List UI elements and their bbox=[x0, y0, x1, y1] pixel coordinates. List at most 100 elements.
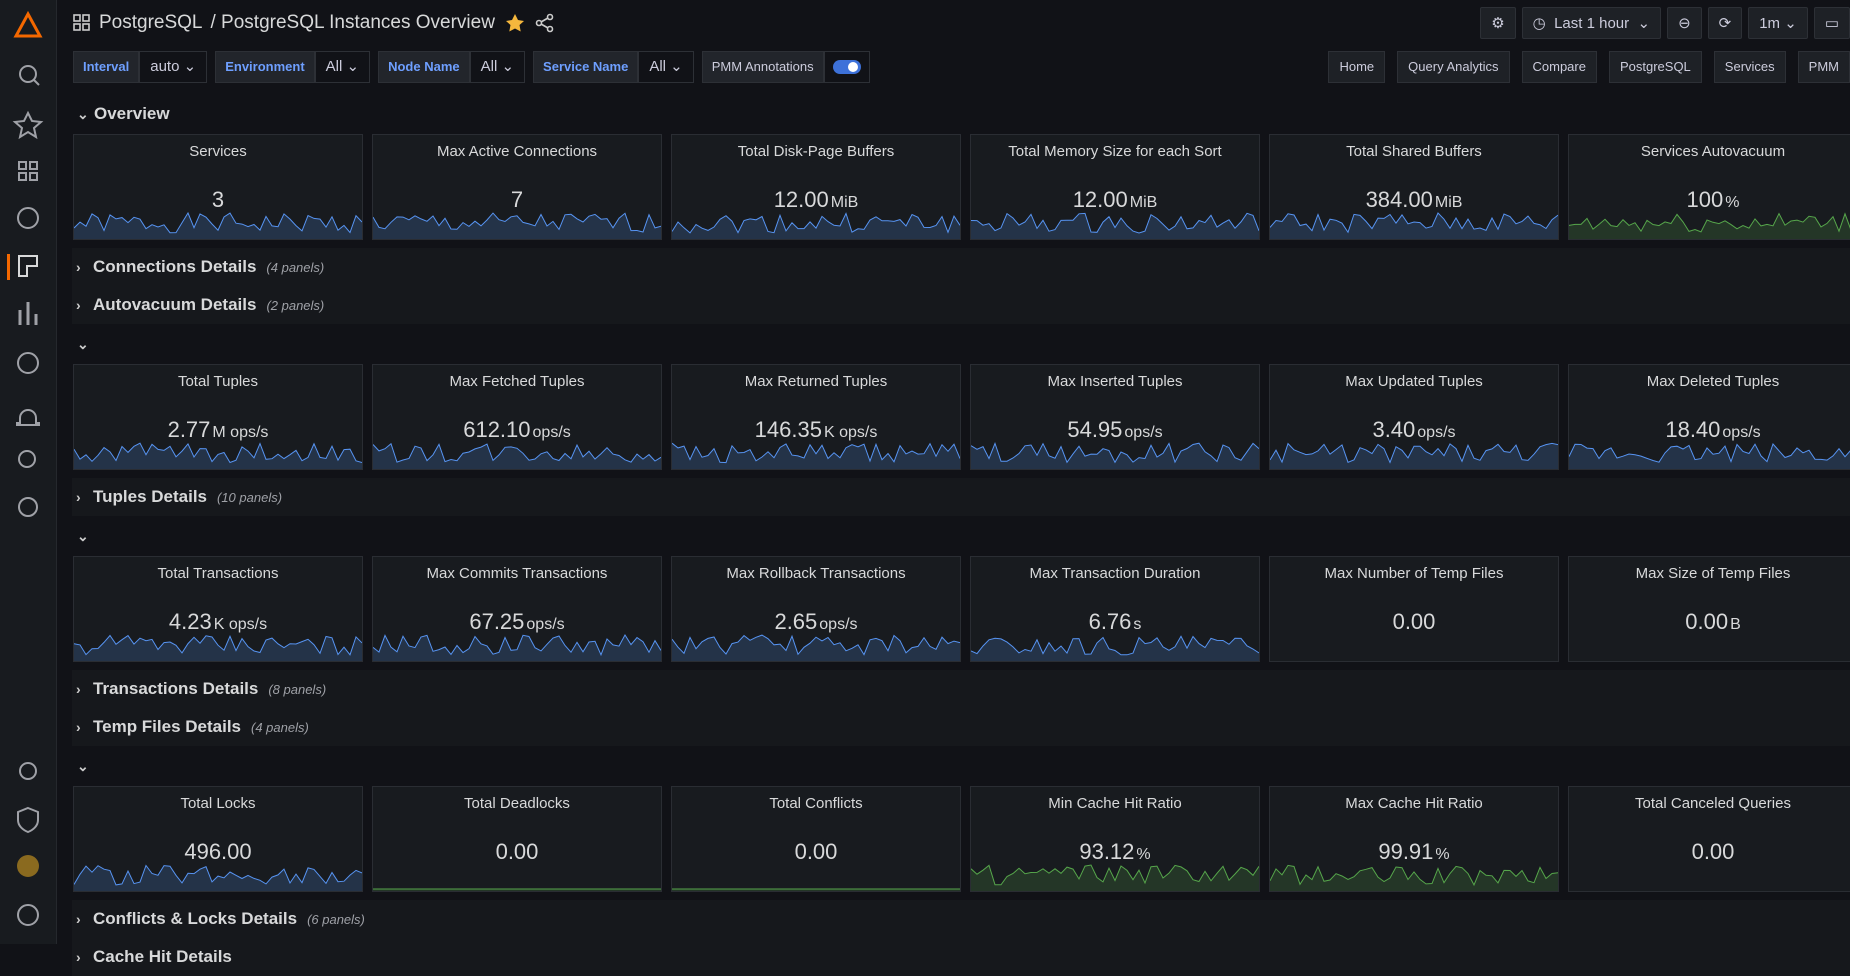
row-header[interactable]: ⌄ bbox=[73, 516, 1850, 556]
dashboard-link[interactable]: PostgreSQL bbox=[1608, 51, 1702, 83]
row-panel-count: (4 panels) bbox=[266, 259, 325, 275]
row-header[interactable]: ⌄ Overview bbox=[73, 94, 1850, 134]
row-header[interactable]: › Tuples Details (10 panels) bbox=[72, 478, 1850, 516]
panel-title: Total Locks bbox=[180, 795, 256, 812]
dashboard-link[interactable]: Compare bbox=[1521, 51, 1597, 83]
stat-unit: ops/s bbox=[1417, 424, 1456, 441]
stat-unit: % bbox=[1725, 194, 1740, 211]
sparkline-area bbox=[74, 213, 362, 239]
stat-number: 0.00 bbox=[1392, 609, 1436, 634]
sparkline bbox=[971, 635, 1259, 661]
stat-value: 2.77 M ops/s bbox=[74, 417, 362, 443]
row-header[interactable]: › Transactions Details (8 panels) bbox=[72, 670, 1850, 708]
stat-value: 4.23 K ops/s bbox=[74, 609, 362, 635]
row-title: Cache Hit Details bbox=[93, 947, 232, 966]
variable-select[interactable]: auto ⌄ bbox=[139, 51, 208, 83]
refresh-button[interactable]: ⟳ bbox=[1707, 7, 1743, 39]
panel-title: Total Memory Size for each Sort bbox=[1008, 143, 1222, 160]
row-chevron: ⌄ bbox=[77, 105, 89, 122]
row-chevron: ⌄ bbox=[77, 335, 89, 352]
stat-unit: MiB bbox=[1434, 194, 1463, 211]
stat-unit: ops/s bbox=[1124, 424, 1163, 441]
sparkline-line bbox=[971, 864, 1259, 886]
panel-title: Services Autovacuum bbox=[1640, 143, 1786, 160]
stat-value: 146.35 K ops/s bbox=[672, 417, 960, 443]
variable-value: All bbox=[649, 58, 666, 75]
panel-title: Max Number of Temp Files bbox=[1324, 565, 1504, 582]
panel-title: Total Deadlocks bbox=[464, 795, 570, 812]
sparkline-area bbox=[1569, 213, 1850, 239]
sparkline bbox=[672, 442, 960, 469]
sparkline-line bbox=[1270, 442, 1558, 464]
stat-number: 18.40 bbox=[1665, 417, 1721, 442]
panel-title: Max Active Connections bbox=[436, 143, 598, 160]
panel-title: Max Deleted Tuples bbox=[1646, 373, 1780, 390]
refresh-value: 1m bbox=[1759, 14, 1781, 32]
row-chevron: › bbox=[76, 719, 81, 735]
stat-value: 7 bbox=[373, 187, 661, 213]
dashboard-link[interactable]: PMM bbox=[1797, 51, 1850, 83]
share-button[interactable] bbox=[535, 13, 555, 33]
stat-value: 3 bbox=[74, 187, 362, 213]
sparkline bbox=[373, 212, 661, 239]
dashboard-link[interactable]: Home bbox=[1328, 51, 1386, 83]
stat-panel: Max Active Connections 7 bbox=[372, 134, 662, 240]
row-title: Temp Files Details bbox=[93, 717, 242, 736]
sparkline-line bbox=[74, 442, 362, 464]
stat-unit: MiB bbox=[1129, 194, 1158, 211]
row-title: Conflicts & Locks Details bbox=[93, 909, 298, 928]
row-chevron: › bbox=[76, 489, 81, 505]
row-header[interactable]: › Autovacuum Details (2 panels) bbox=[72, 286, 1850, 324]
star-button[interactable] bbox=[505, 13, 525, 33]
row-header[interactable]: › Connections Details (4 panels) bbox=[72, 248, 1850, 286]
dashboard-link[interactable]: Query Analytics bbox=[1397, 51, 1510, 83]
sparkline-area bbox=[971, 865, 1259, 891]
sparkline bbox=[373, 634, 661, 661]
time-picker[interactable]: ◷ Last 1 hour ⌄ bbox=[1521, 7, 1662, 39]
sparkline-line bbox=[74, 634, 362, 656]
row-header[interactable]: ⌄ bbox=[73, 746, 1850, 786]
sparkline-area bbox=[373, 635, 661, 661]
sparkline bbox=[74, 634, 362, 661]
tv-mode-button[interactable]: ▭ bbox=[1813, 7, 1850, 39]
variable-select[interactable]: All ⌄ bbox=[638, 51, 694, 83]
stat-value: 496.00 bbox=[74, 839, 362, 865]
stat-panel: Max Fetched Tuples 612.10 ops/s bbox=[372, 364, 662, 470]
row-header[interactable]: › Conflicts & Locks Details (6 panels) bbox=[72, 900, 1850, 938]
stat-number: 54.95 bbox=[1067, 417, 1123, 442]
annotations-toggle[interactable] bbox=[823, 51, 870, 83]
dashboard-link[interactable]: Services bbox=[1713, 51, 1786, 83]
stat-value: 0.00 bbox=[1270, 609, 1558, 635]
sparkline bbox=[1270, 442, 1558, 469]
stat-panel: Max Returned Tuples 146.35 K ops/s bbox=[671, 364, 961, 470]
sparkline-line bbox=[1270, 864, 1558, 887]
stat-number: 146.35 bbox=[754, 417, 822, 442]
stat-panel: Max Inserted Tuples 54.95 ops/s bbox=[970, 364, 1260, 470]
top-bar: PostgreSQL / PostgreSQL Instances Overvi… bbox=[57, 0, 1850, 46]
time-range: Last 1 hour bbox=[1554, 14, 1630, 32]
row-header[interactable]: ⌄ bbox=[73, 324, 1850, 364]
variable-value: All bbox=[480, 58, 498, 75]
row-chevron: › bbox=[76, 949, 81, 965]
variable-select[interactable]: All ⌄ bbox=[314, 51, 371, 83]
stat-panel: Total Conflicts 0.00 bbox=[671, 786, 961, 892]
sparkline bbox=[672, 212, 960, 239]
stat-unit: ops/s bbox=[532, 424, 571, 441]
row-title: Autovacuum Details bbox=[93, 295, 257, 314]
sparkline-area bbox=[1270, 213, 1558, 239]
zoom-out-button[interactable]: ⊖ bbox=[1667, 7, 1702, 39]
stat-panel: Min Cache Hit Ratio 93.12% bbox=[970, 786, 1260, 892]
breadcrumb[interactable]: PostgreSQL bbox=[99, 12, 203, 33]
stat-value: 6.76 s bbox=[971, 609, 1259, 635]
sparkline-line bbox=[971, 212, 1259, 234]
sparkline bbox=[971, 212, 1259, 239]
panel-row: Total Transactions 4.23 K ops/s Max Commits… bbox=[73, 556, 1850, 670]
stat-unit: ops/s bbox=[1722, 424, 1761, 441]
dashboard-content: ⌄ Overview Services 3 Max Active Connections… bbox=[72, 94, 1850, 976]
refresh-interval[interactable]: 1m ⌄ bbox=[1748, 7, 1808, 39]
stat-number: 67.25 bbox=[469, 609, 525, 634]
row-panel-count: (6 panels) bbox=[307, 911, 365, 927]
variable-select[interactable]: All ⌄ bbox=[469, 51, 526, 83]
settings-button[interactable]: ⚙ bbox=[1480, 7, 1516, 39]
row-header[interactable]: › Temp Files Details (4 panels) bbox=[72, 708, 1850, 746]
